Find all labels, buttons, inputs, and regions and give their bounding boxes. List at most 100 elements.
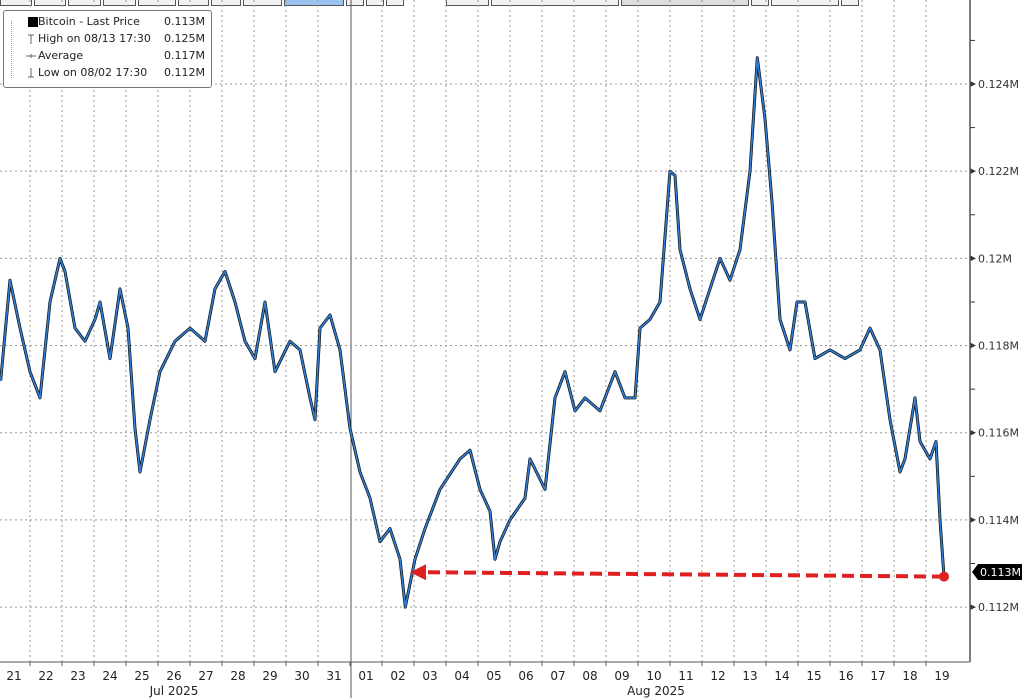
toolbar-button[interactable] [751, 0, 770, 6]
y-tick-label: 0.114M [978, 514, 1019, 527]
last-price-tag [972, 564, 1022, 580]
x-tick-label: 15 [806, 669, 821, 683]
data-point [74, 327, 76, 329]
data-point [299, 349, 301, 351]
data-point [544, 488, 546, 491]
arrow-head-icon [410, 564, 426, 581]
chart-toolbar: 1D3D1M6MYTD1Y5YMax30 Min ▾ TableRelated D… [0, 0, 1024, 6]
x-tick-label: 19 [934, 669, 949, 683]
data-point [349, 427, 351, 430]
toolbar-button[interactable]: 6M [103, 0, 137, 6]
y-tick-mark [970, 604, 976, 611]
data-point [59, 257, 61, 260]
data-point [329, 314, 331, 316]
data-point [814, 357, 816, 360]
data-point [399, 558, 401, 560]
high-marker-icon [28, 34, 34, 44]
toolbar-button[interactable]: 1Y [178, 0, 209, 6]
toolbar-button[interactable]: 3D [34, 0, 67, 6]
x-tick-label: 16 [838, 669, 853, 683]
x-tick-label: 31 [326, 669, 341, 683]
data-point [127, 327, 129, 329]
legend-low-value: 0.112M [164, 66, 205, 79]
toolbar-button[interactable]: 1D [0, 0, 33, 6]
x-tick-label: 17 [870, 669, 885, 683]
data-point [709, 288, 711, 290]
data-point [9, 279, 11, 281]
data-point [899, 471, 901, 473]
toolbar-button[interactable] [385, 0, 404, 6]
data-point [439, 488, 441, 491]
x-tick-label: 10 [646, 669, 661, 683]
data-point [669, 170, 671, 172]
x-tick-label: 30 [294, 669, 309, 683]
x-tick-label: 13 [742, 669, 757, 683]
y-tick-label: 0.112M [978, 601, 1019, 614]
legend-average-row[interactable]: Average 0.117M [14, 48, 205, 64]
legend-series-value: 0.113M [164, 15, 205, 28]
x-tick-label: 12 [710, 669, 725, 683]
dashed-arrow-line [423, 570, 945, 579]
data-point [789, 349, 791, 351]
x-month-label: Jul 2025 [149, 684, 199, 698]
toolbar-button[interactable]: 30 Min ▾ [283, 0, 344, 6]
x-tick-label: 07 [550, 669, 565, 683]
toolbar-button[interactable]: Related Data [491, 0, 620, 6]
y-tick-mark [970, 255, 976, 262]
data-point [679, 248, 681, 251]
x-tick-label: 24 [102, 669, 117, 683]
legend-high-label: High on 08/13 17:30 [38, 32, 151, 45]
data-point [369, 497, 371, 499]
y-tick-mark [970, 342, 976, 349]
data-point [756, 57, 759, 59]
toolbar-button[interactable]: Table [445, 0, 490, 6]
data-point [719, 257, 721, 260]
legend[interactable]: Bitcoin - Last Price 0.113M High on 08/1… [3, 10, 212, 88]
data-point [19, 327, 21, 329]
data-point [764, 118, 766, 120]
y-tick-mark [970, 81, 976, 87]
data-point [94, 318, 96, 321]
toolbar-button[interactable] [345, 0, 364, 6]
data-point [494, 558, 496, 560]
data-point [935, 440, 937, 443]
toolbar-button[interactable]: 5Y [210, 0, 242, 6]
data-point [779, 318, 781, 321]
data-point [189, 327, 191, 329]
legend-series-row[interactable]: Bitcoin - Last Price 0.113M [14, 14, 205, 30]
toolbar-button[interactable]: Edit Chart [771, 0, 840, 6]
data-point [879, 349, 881, 351]
x-tick-label: 03 [422, 669, 437, 683]
y-tick-label: 0.116M [978, 427, 1019, 440]
data-point [319, 327, 321, 329]
toolbar-button[interactable] [841, 0, 860, 6]
data-point [404, 606, 407, 608]
x-month-label: Aug 2025 [627, 684, 685, 698]
toolbar-button[interactable]: Max [243, 0, 282, 6]
data-point [314, 418, 316, 421]
legend-average-label: Average [38, 49, 84, 62]
legend-low-row[interactable]: Low on 08/02 17:30 0.112M [14, 65, 205, 81]
data-point [524, 497, 526, 499]
toolbar-button[interactable]: 1M [68, 0, 102, 6]
x-tick-label: 22 [38, 669, 53, 683]
toolbar-button[interactable]: YTD [138, 0, 177, 6]
x-tick-label: 28 [230, 669, 245, 683]
legend-high-row[interactable]: High on 08/13 17:30 0.125M [14, 31, 205, 47]
data-point [29, 370, 31, 373]
data-point [599, 410, 601, 412]
data-point [0, 379, 2, 382]
data-point [214, 288, 216, 290]
data-point [139, 471, 141, 473]
data-point [499, 540, 501, 543]
x-tick-label: 04 [454, 669, 469, 683]
toolbar-button[interactable]: Add Data [621, 0, 750, 6]
average-marker-icon [26, 54, 36, 58]
series-swatch-icon [28, 17, 38, 27]
toolbar-button[interactable] [365, 0, 384, 6]
x-tick-label: 25 [134, 669, 149, 683]
low-marker-icon [28, 68, 34, 78]
data-point [574, 410, 576, 412]
